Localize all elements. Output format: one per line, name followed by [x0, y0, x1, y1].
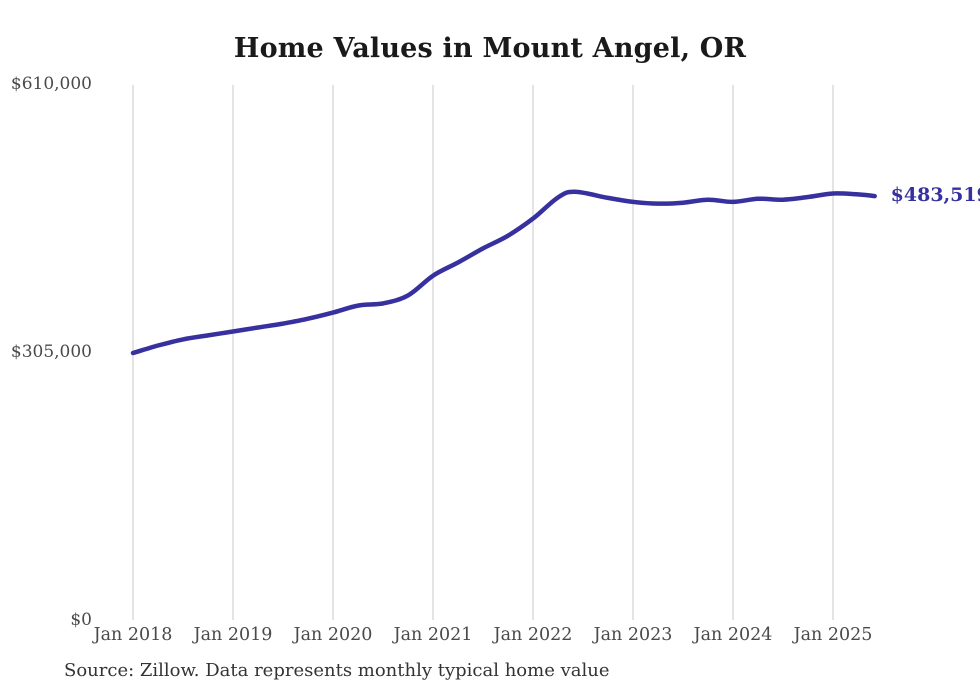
value-line: [130, 189, 877, 356]
x-tick-label: Jan 2022: [493, 625, 573, 645]
x-tick-label: Jan 2023: [593, 625, 673, 645]
latest-value-label: $483,519: [890, 184, 980, 207]
x-tick-label: Jan 2018: [93, 625, 173, 645]
x-tick-label: Jan 2024: [693, 625, 773, 645]
chart-title: Home Values in Mount Angel, OR: [233, 33, 747, 64]
y-tick-label: $0: [70, 610, 92, 630]
x-tick-label: Jan 2021: [393, 625, 473, 645]
y-tick-label: $305,000: [10, 342, 92, 362]
x-tick-label: Jan 2019: [193, 625, 273, 645]
gridlines: [132, 85, 834, 620]
x-tick-label: Jan 2020: [293, 625, 373, 645]
source-note: Source: Zillow. Data represents monthly …: [64, 660, 610, 681]
x-tick-label: Jan 2025: [793, 625, 873, 645]
y-tick-label: $610,000: [10, 74, 92, 94]
